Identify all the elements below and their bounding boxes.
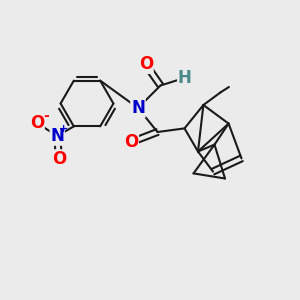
Text: O: O [30,114,44,132]
Text: O: O [52,150,66,168]
Text: O: O [139,55,153,73]
Text: N: N [50,127,64,145]
Text: O: O [124,133,138,151]
Text: +: + [59,124,68,134]
Text: -: - [43,109,49,123]
Text: N: N [131,99,145,117]
Text: H: H [178,69,192,87]
